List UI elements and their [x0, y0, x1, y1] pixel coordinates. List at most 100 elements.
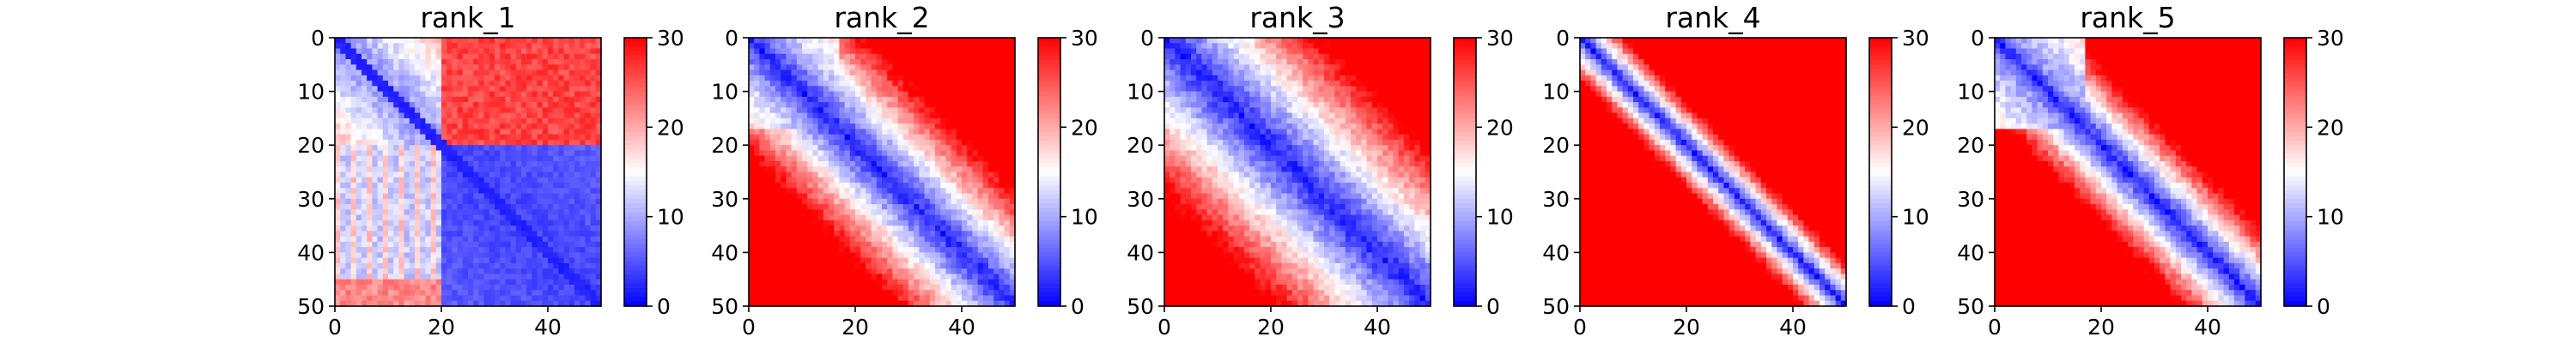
heatmap-cell: [355, 38, 362, 44]
heatmap-cell: [563, 204, 570, 210]
heatmap-cell: [908, 59, 914, 65]
heatmap-cell: [478, 252, 485, 259]
heatmap-cell: [1009, 252, 1016, 259]
heatmap-cell: [860, 102, 866, 108]
heatmap-cell: [489, 209, 495, 216]
heatmap-cell: [887, 43, 893, 50]
heatmap-cell: [489, 241, 495, 248]
heatmap-cell: [902, 43, 909, 50]
heatmap-cell: [807, 204, 813, 210]
heatmap-cell: [468, 204, 474, 210]
heatmap-cell: [956, 166, 963, 173]
colorbar-segment: [624, 176, 647, 182]
heatmap-cell: [829, 145, 835, 152]
heatmap-cell: [1009, 220, 1016, 226]
heatmap-cell: [495, 59, 501, 65]
heatmap-cell: [404, 86, 410, 93]
heatmap-cell: [759, 53, 766, 60]
heatmap-cell: [892, 257, 899, 264]
heatmap-cell: [495, 86, 501, 93]
heatmap-cell: [415, 155, 421, 162]
heatmap-cell: [919, 257, 926, 264]
heatmap-cell: [441, 155, 447, 162]
heatmap-cell: [887, 247, 893, 253]
heatmap-cell: [817, 64, 824, 71]
heatmap-cell: [532, 183, 538, 189]
heatmap-cell: [425, 220, 432, 226]
heatmap-cell: [372, 155, 379, 162]
heatmap-cell: [350, 268, 357, 275]
heatmap-cell: [441, 193, 447, 200]
heatmap-cell: [924, 290, 931, 297]
heatmap-cell: [483, 166, 490, 173]
heatmap-cell: [754, 241, 760, 248]
heatmap-cell: [568, 220, 575, 226]
heatmap-cell: [568, 123, 575, 130]
heatmap-cell: [834, 139, 840, 146]
heatmap-cell: [849, 183, 856, 189]
heatmap-cell: [495, 209, 501, 216]
heatmap-cell: [977, 145, 984, 152]
heatmap-cell: [388, 91, 394, 98]
heatmap-cell: [452, 295, 459, 302]
heatmap-cell: [595, 134, 602, 141]
heatmap-cell: [585, 226, 592, 232]
heatmap-cell: [962, 38, 968, 44]
heatmap-cell: [817, 204, 824, 210]
heatmap-cell: [914, 209, 920, 216]
heatmap-cell: [537, 247, 544, 253]
heatmap-cell: [590, 172, 597, 178]
heatmap-cell: [398, 160, 405, 167]
heatmap-cell: [786, 252, 793, 259]
heatmap-cell: [834, 209, 840, 216]
heatmap-cell: [452, 172, 459, 178]
heatmap-cell: [935, 274, 941, 280]
heatmap-cell: [956, 236, 963, 243]
heatmap-cell: [967, 145, 973, 152]
heatmap-cell: [882, 81, 888, 87]
heatmap-cell: [749, 43, 755, 50]
heatmap-cell: [447, 284, 453, 291]
heatmap-cell: [404, 172, 410, 178]
heatmap-cell: [393, 284, 399, 291]
heatmap-cell: [902, 139, 909, 146]
heatmap-cell: [398, 198, 405, 205]
heatmap-cell: [962, 214, 968, 221]
heatmap-cell: [495, 262, 501, 269]
colorbar-segment: [624, 203, 647, 208]
heatmap-cell: [887, 241, 893, 248]
heatmap-cell: [409, 69, 416, 76]
heatmap-cell: [435, 86, 442, 93]
heatmap-cell: [802, 59, 808, 65]
heatmap-cell: [866, 177, 872, 184]
heatmap-cell: [457, 284, 464, 291]
heatmap-cell: [759, 257, 766, 264]
heatmap-cell: [988, 290, 994, 297]
heatmap-cell: [902, 59, 909, 65]
heatmap-cell: [876, 102, 883, 108]
heatmap-cell: [839, 129, 846, 135]
heatmap-cell: [489, 38, 495, 44]
heatmap-cell: [962, 198, 968, 205]
heatmap-cell: [993, 262, 999, 269]
heatmap-cell: [844, 172, 851, 178]
heatmap-cell: [829, 155, 835, 162]
heatmap-cell: [515, 209, 522, 216]
heatmap-cell: [404, 300, 410, 307]
heatmap-cell: [892, 177, 899, 184]
heatmap-cell: [807, 290, 813, 297]
heatmap-cell: [919, 107, 926, 114]
heatmap-cell: [871, 193, 878, 200]
heatmap-cell: [350, 160, 357, 167]
heatmap-cell: [999, 81, 1005, 87]
heatmap-cell: [929, 160, 936, 167]
heatmap-cell: [447, 204, 453, 210]
heatmap-cell: [919, 290, 926, 297]
heatmap-cell: [749, 193, 755, 200]
heatmap-cell: [993, 290, 999, 297]
heatmap-cell: [855, 91, 861, 98]
heatmap-cell: [935, 38, 941, 44]
heatmap-cell: [1009, 117, 1016, 124]
heatmap-cell: [585, 134, 592, 141]
heatmap-cell: [473, 231, 479, 238]
